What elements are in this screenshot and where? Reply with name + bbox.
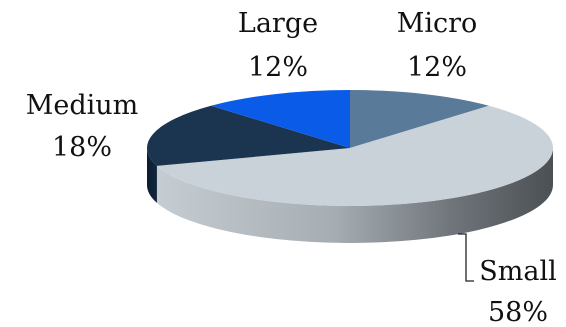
slice-label-small: Small bbox=[479, 256, 556, 287]
slice-percent-medium: 18% bbox=[52, 132, 112, 163]
pie-tops bbox=[147, 90, 554, 207]
pie-side-small bbox=[156, 148, 553, 243]
slice-percent-large: 12% bbox=[248, 52, 308, 83]
slice-percent-micro: 12% bbox=[407, 52, 467, 83]
pie-leader-lines bbox=[458, 233, 474, 282]
pie-labels: Micro 12% Small 58% Medium 18% Large 12% bbox=[26, 8, 557, 327]
pie-slice-small bbox=[156, 105, 554, 207]
pie-slice-medium bbox=[147, 105, 350, 166]
pie-side-medium bbox=[147, 148, 157, 203]
slice-label-micro: Micro bbox=[397, 8, 478, 39]
pie-sides bbox=[147, 148, 553, 243]
slice-percent-small: 58% bbox=[488, 297, 548, 327]
slice-label-medium: Medium bbox=[26, 90, 139, 121]
slice-label-large: Large bbox=[238, 8, 318, 39]
pie-slice-large bbox=[211, 90, 350, 148]
leader-line-small bbox=[458, 233, 474, 282]
pie-slice-micro bbox=[350, 90, 489, 148]
